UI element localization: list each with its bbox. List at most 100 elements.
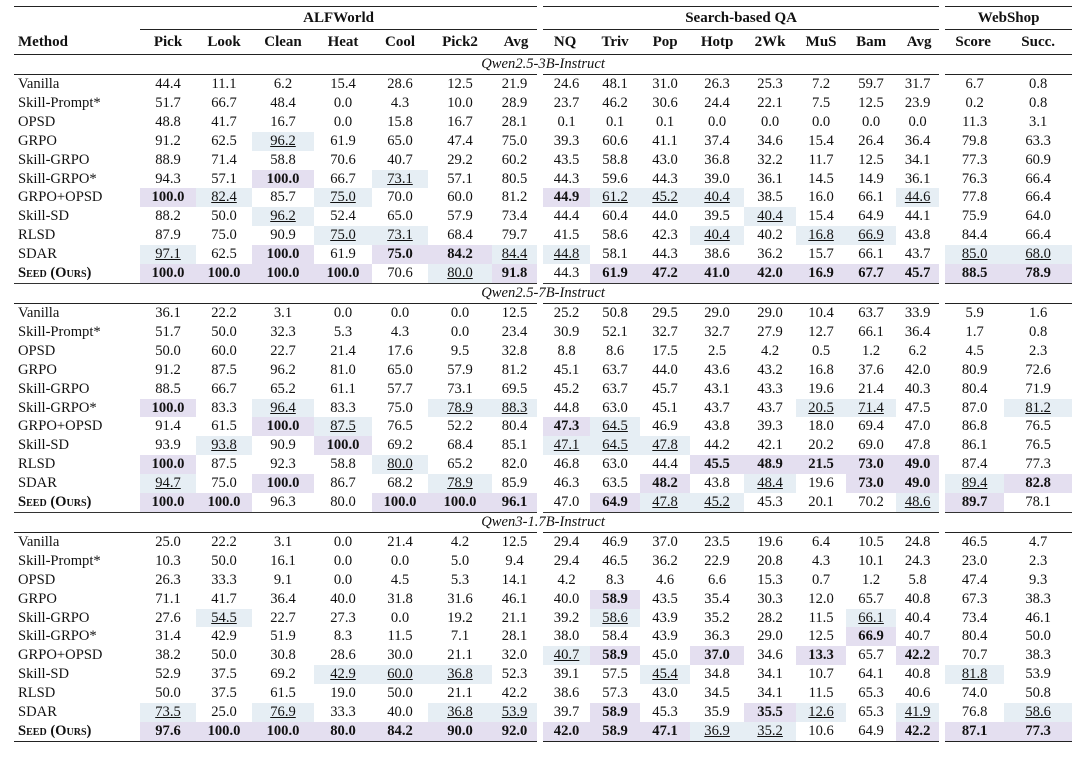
value-cell: 77.3	[1025, 456, 1051, 473]
value-cell: 44.8	[537, 398, 591, 418]
value-cell: 33.9	[904, 304, 931, 321]
value-cell: 10.5	[858, 533, 884, 550]
value-cell: 39.1	[537, 665, 591, 685]
value-cell: 43.3	[757, 380, 783, 397]
value-cell: 36.9	[690, 722, 745, 742]
method-cell: Skill-SD	[18, 208, 70, 225]
value-cell: 65.2	[447, 456, 473, 473]
value-cell: 40.3	[904, 380, 931, 397]
value-cell: 4.5	[939, 341, 1005, 361]
value-cell: 33.3	[330, 704, 356, 721]
value-cell: 64.0	[1025, 208, 1051, 225]
table-row: Seed (Ours) 97.6 100.0 100.0 80.0 84.2 90.0 92.…	[14, 722, 1073, 742]
value-cell: 43.9	[652, 628, 678, 645]
value-cell: 0.7	[811, 571, 831, 588]
value-cell: 19.6	[757, 533, 783, 550]
value-cell: 89.7	[939, 493, 1005, 513]
value-cell: 82.8	[1004, 474, 1073, 494]
method-cell: Skill-GRPO	[18, 151, 90, 168]
value-cell: 29.0	[704, 304, 730, 321]
value-cell: 38.6	[704, 246, 730, 263]
value-cell: 66.4	[1025, 227, 1051, 244]
value-cell: 48.1	[602, 76, 628, 92]
value-cell: 46.5	[602, 552, 628, 569]
value-cell: 12.5	[501, 533, 528, 550]
value-cell: 44.2	[704, 437, 730, 454]
value-cell: 2.3	[1029, 342, 1048, 359]
value-cell: 81.2	[501, 361, 528, 378]
value-cell: 21.1	[447, 647, 473, 664]
value-cell: 12.5	[447, 76, 473, 92]
value-cell: 73.0	[846, 455, 897, 475]
value-cell: 100.0	[314, 436, 372, 456]
value-cell: 23.0	[939, 551, 1005, 571]
value-cell: 36.2	[652, 552, 678, 569]
value-cell: 47.8	[640, 436, 691, 456]
value-cell: 20.8	[757, 552, 783, 569]
section-title: Qwen2.5-3B-Instruct	[14, 54, 1073, 75]
value-cell: 42.2	[896, 722, 943, 742]
value-cell: 26.4	[858, 132, 884, 149]
value-cell: 0.0	[333, 94, 353, 111]
value-cell: 80.4	[939, 379, 1005, 399]
column-header: Succ.	[1021, 34, 1056, 50]
value-cell: 22.7	[270, 342, 296, 359]
value-cell: 12.5	[858, 94, 884, 111]
value-cell: 12.0	[808, 590, 834, 607]
value-cell: 0.1	[605, 113, 625, 130]
value-cell: 76.5	[1025, 437, 1051, 454]
value-cell: 80.0	[372, 455, 428, 475]
value-cell: 87.0	[939, 398, 1005, 418]
value-cell: 40.4	[690, 226, 745, 246]
value-cell: 100.0	[372, 493, 428, 513]
section-title: Qwen2.5-7B-Instruct	[14, 283, 1073, 304]
value-cell: 4.7	[1029, 533, 1048, 550]
value-cell: 31.7	[904, 76, 931, 92]
value-cell: 37.5	[211, 666, 237, 683]
value-cell: 36.1	[155, 304, 181, 321]
table-row: Skill-GRPO* 100.0 83.3 96.4 83.3 75.0 78.9 88.3…	[14, 398, 1073, 418]
value-cell: 80.9	[939, 360, 1005, 380]
value-cell: 51.9	[270, 628, 296, 645]
value-cell: 1.2	[861, 571, 881, 588]
value-cell: 6.2	[273, 76, 293, 92]
value-cell: 57.7	[387, 380, 413, 397]
value-cell: 88.5	[155, 380, 181, 397]
method-cell: RLSD	[18, 685, 56, 702]
value-cell: 40.0	[387, 704, 413, 721]
value-cell: 15.3	[757, 571, 783, 588]
value-cell: 40.6	[904, 685, 931, 702]
section-title: Qwen3-1.7B-Instruct	[14, 512, 1073, 533]
value-cell: 34.1	[757, 666, 783, 683]
value-cell: 100.0	[140, 398, 196, 418]
value-cell: 84.4	[492, 245, 541, 265]
value-cell: 52.9	[155, 666, 181, 683]
value-cell: 34.5	[704, 685, 730, 702]
value-cell: 25.2	[537, 303, 591, 323]
method-header: Method	[18, 33, 68, 50]
value-cell: 43.2	[757, 361, 783, 378]
value-cell: 46.9	[652, 418, 678, 435]
value-cell: 25.0	[155, 533, 181, 550]
value-cell: 0.2	[939, 93, 1005, 113]
value-cell: 66.7	[330, 170, 356, 187]
value-cell: 3.1	[1029, 113, 1048, 130]
table-row: Skill-GRPO 27.6 54.5 22.7 27.3 0.0 19.2 21.1 39.…	[14, 608, 1072, 628]
value-cell: 5.9	[939, 303, 1005, 323]
value-cell: 61.9	[590, 264, 641, 284]
value-cell: 51.7	[155, 94, 181, 111]
value-cell: 97.1	[140, 245, 196, 265]
value-cell: 77.3	[939, 150, 1005, 170]
value-cell: 64.5	[590, 417, 641, 437]
table-row: RLSD 87.9 75.0 90.9 75.0 73.1 68.4 79.7 41.5 58.6…	[14, 226, 1072, 246]
value-cell: 12.5	[501, 304, 528, 321]
value-cell: 40.4	[744, 207, 797, 227]
value-cell: 0.8	[1029, 76, 1048, 92]
value-cell: 62.5	[211, 246, 237, 263]
value-cell: 100.0	[196, 264, 252, 284]
value-cell: 34.1	[757, 685, 783, 702]
value-cell: 4.2	[537, 570, 591, 590]
method-cell: GRPO	[18, 590, 57, 607]
value-cell: 10.6	[796, 722, 847, 742]
value-cell: 61.5	[270, 685, 296, 702]
